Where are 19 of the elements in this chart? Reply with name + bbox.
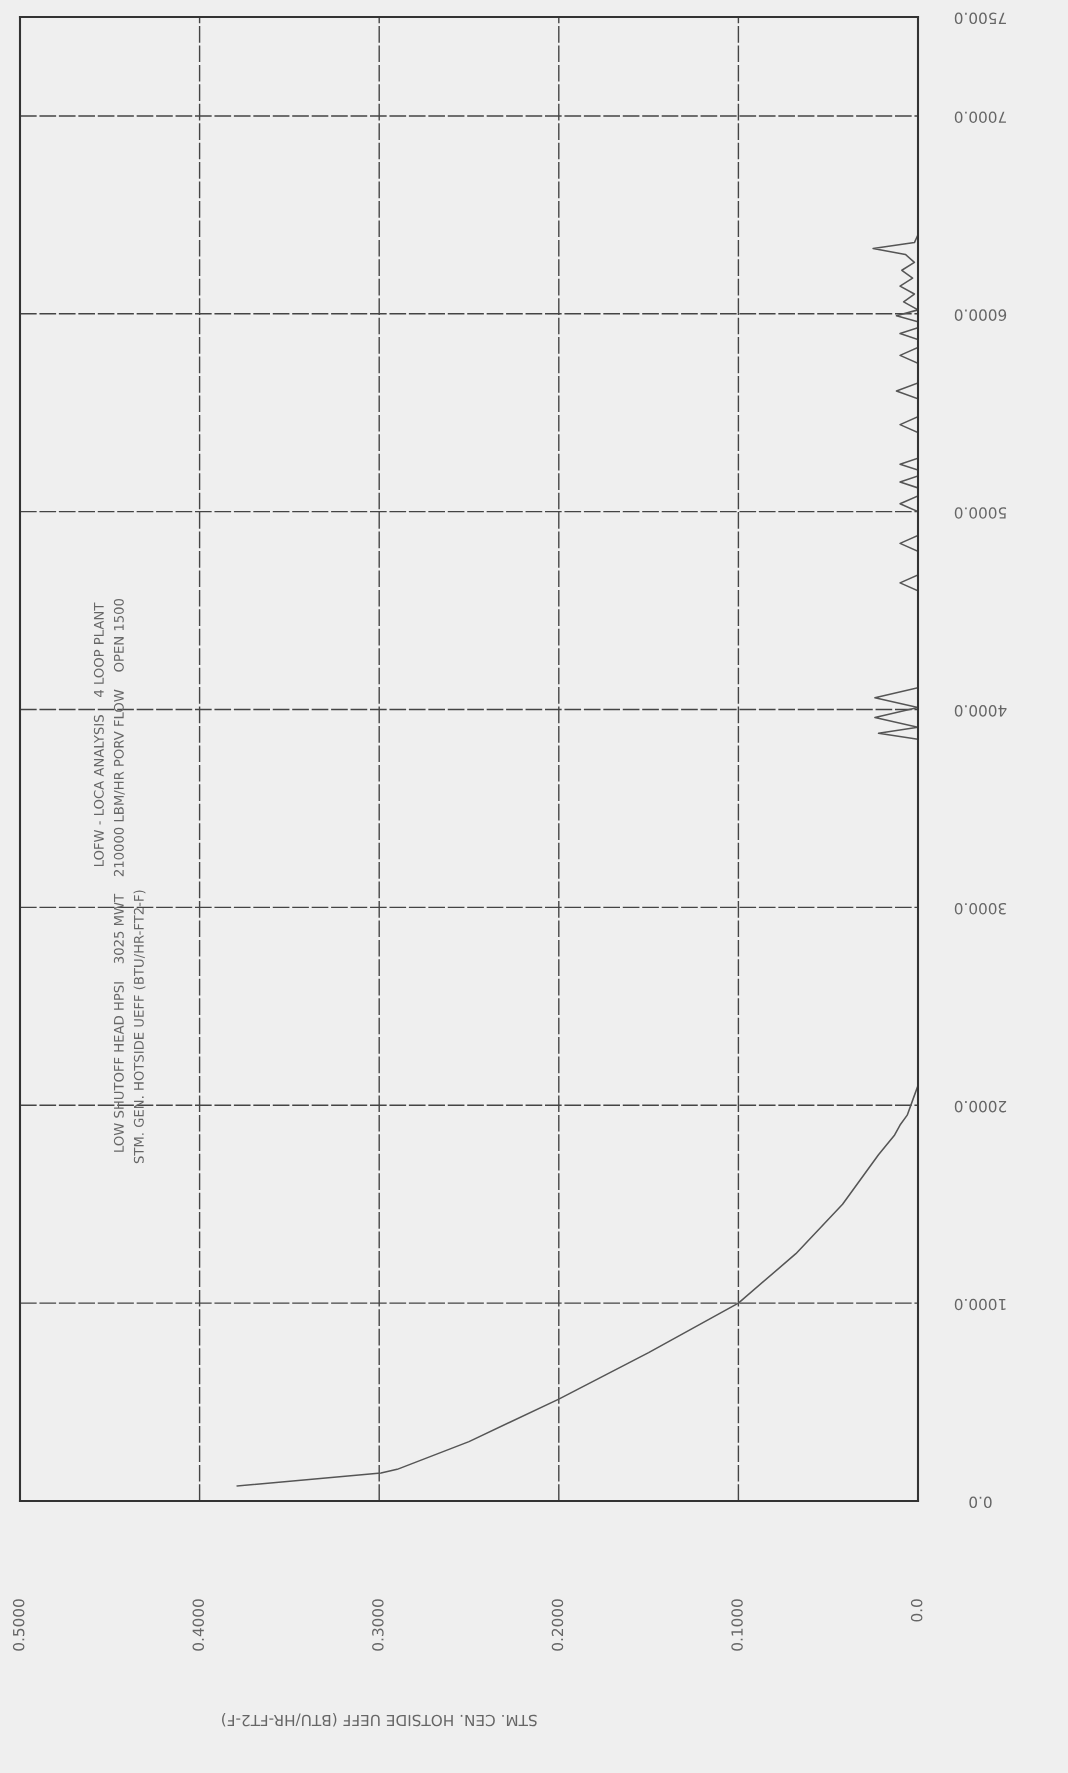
x-tick-label: 0.1000	[731, 1599, 743, 1651]
y-tick-label: 0.0	[969, 1496, 992, 1509]
y-tick-label: 7000.0	[954, 111, 1006, 124]
y-tick-label: 4000.0	[954, 705, 1007, 717]
x-tick-label: 0.3000	[372, 1599, 384, 1651]
y-tick-label: 2000.0	[954, 1100, 1007, 1113]
x-tick-label: 0.2000	[551, 1599, 564, 1651]
x-tick-label: 0.4000	[192, 1599, 205, 1651]
y-tick-label: 6000.0	[954, 309, 1007, 321]
text: LOW SHUTOFF HEAD HPSI 3025 MWT 210000 LBM/HR PORV FLOW OPEN 1500	[113, 598, 125, 1152]
x-tick-label: 0.5000	[12, 1599, 25, 1651]
y-tick-label: 5000.0	[954, 507, 1007, 519]
x-tick-label: 0.0	[910, 1599, 923, 1622]
y-tick-label: 7500.0	[954, 12, 1006, 25]
y-tick-label: 3000.0	[954, 902, 1007, 915]
y-tick-label: 1000.0	[954, 1298, 1006, 1311]
annotation: STM. GEN. HOTSIDE UEFF (BTU/HR-FT2-F)	[133, 890, 146, 1164]
text: LOFW - LOCA ANALYSIS 4 LOOP PLANT	[93, 602, 104, 867]
x-axis-title: STM. CEN. HOTSIDE UEFF (BTU/HR-FT2-F)	[222, 1712, 537, 1727]
